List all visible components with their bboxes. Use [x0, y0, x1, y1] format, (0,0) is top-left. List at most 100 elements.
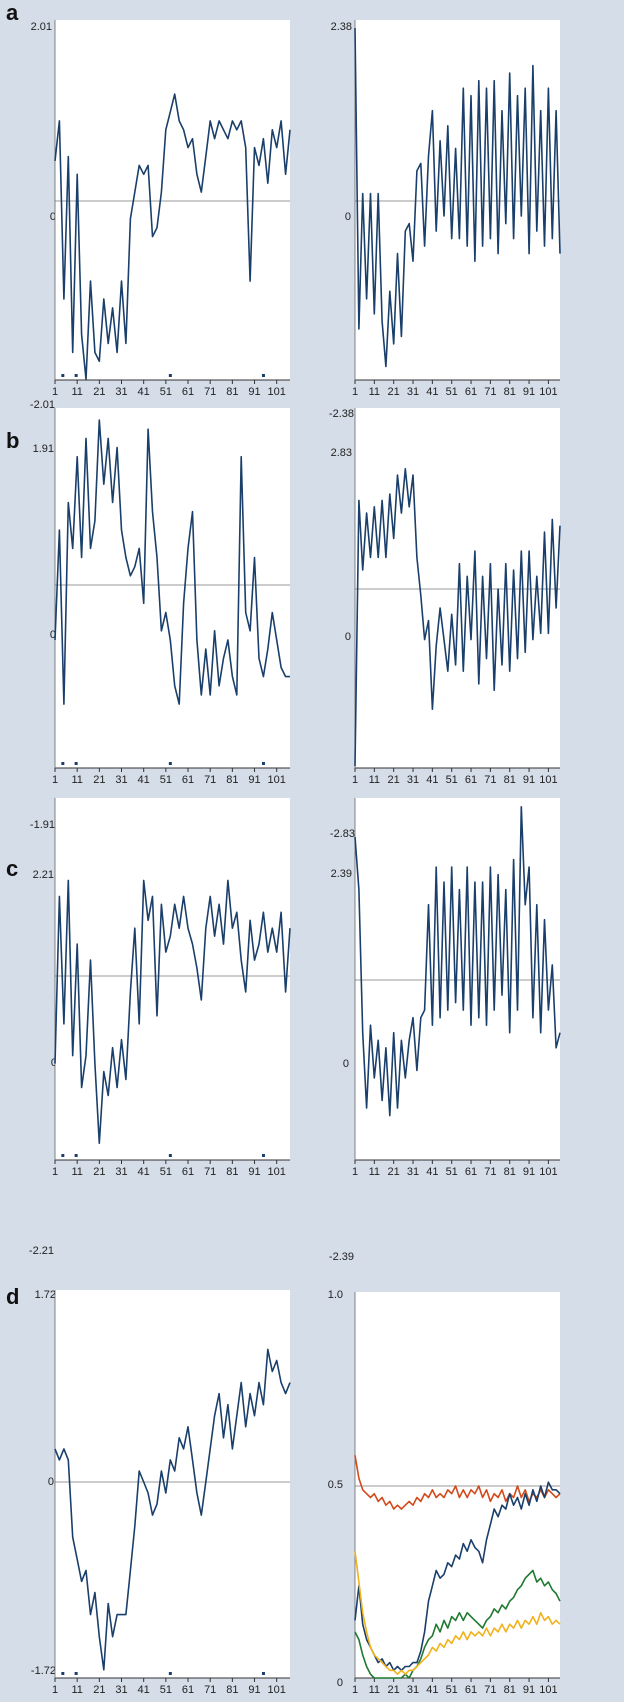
b-right-ymin-label: -2.83 — [330, 828, 355, 840]
d-right-x-tick-label-21: 21 — [388, 1684, 400, 1696]
c-right-x-tick-label-91: 91 — [523, 1166, 535, 1178]
a-left-ymin-label: -2.01 — [30, 399, 55, 411]
a-right-x-tick-label-31: 31 — [407, 386, 419, 398]
b-right-plot-area — [355, 408, 560, 768]
c-right-x-tick-label-81: 81 — [504, 1166, 516, 1178]
c-left-zero-label: 0 — [51, 1057, 57, 1069]
chart-d-right: 1 11 21 31 41 51 61 71 81 91 101 — [352, 1292, 561, 1696]
d-left-marker-3 — [261, 1672, 265, 1675]
panel-d-letter: d — [6, 1284, 19, 1309]
c-right-x-tick-label-1: 1 — [352, 1166, 358, 1178]
a-right-x-tick-label-101: 101 — [539, 386, 557, 398]
d-left-plot-area — [55, 1290, 290, 1678]
d-left-x-tick-label-71: 71 — [204, 1684, 216, 1696]
a-left-x-tick-label-61: 61 — [182, 386, 194, 398]
d-left-series-line-0 — [54, 1348, 291, 1671]
d-right-x-tick-label-11: 11 — [369, 1684, 380, 1696]
b-left-marker-3 — [261, 762, 265, 765]
a-right-x-tick-label-61: 61 — [465, 386, 477, 398]
b-right-x-tick-label-31: 31 — [407, 774, 419, 786]
c-left-x-tick-label-71: 71 — [204, 1166, 216, 1178]
b-left-series-line-0 — [54, 419, 290, 705]
c-left-x-tick-label-41: 41 — [138, 1166, 150, 1178]
b-left-x-tick-label-71: 71 — [204, 774, 216, 786]
c-left-series-line-0 — [54, 879, 291, 1144]
b-right-x-tick-label-101: 101 — [539, 774, 557, 786]
chart-b-right: 1 11 21 31 41 51 61 71 81 91 101 — [352, 408, 561, 786]
d-right-x-tick-label-91: 91 — [523, 1684, 535, 1696]
b-right-series-line-0 — [354, 468, 561, 767]
d-left-x-tick-label-41: 41 — [138, 1684, 150, 1696]
a-right-series-line-0 — [354, 27, 561, 368]
d-left-x-tick-label-81: 81 — [226, 1684, 238, 1696]
chart-a-left: 1 11 21 31 41 51 61 71 81 91 101 — [52, 20, 291, 398]
a-right-x-tick-label-1: 1 — [352, 386, 358, 398]
d-right-x-tick-label-81: 81 — [504, 1684, 516, 1696]
d-left-x-tick-label-21: 21 — [93, 1684, 105, 1696]
a-right-x-tick-label-11: 11 — [369, 386, 380, 398]
c-right-zero-label: 0 — [343, 1058, 349, 1070]
c-left-marker-1 — [74, 1154, 78, 1157]
chart-b-left: 1 11 21 31 41 51 61 71 81 91 101 — [52, 408, 290, 786]
a-right-x-tick-label-41: 41 — [426, 386, 438, 398]
d-right-x-tick-label-71: 71 — [484, 1684, 496, 1696]
a-right-x-tick-label-21: 21 — [388, 386, 400, 398]
c-right-ymin-label: -2.39 — [329, 1251, 354, 1263]
a-right-x-tick-label-71: 71 — [484, 386, 496, 398]
d-left-ymin-label: -1.72 — [31, 1665, 56, 1677]
b-left-x-tick-label-31: 31 — [115, 774, 127, 786]
plots-layer: 1 11 21 31 41 51 61 71 81 91 101 1 11 21 31 41 51 61 71 81 9… — [52, 20, 561, 1696]
chart-d-left: 1 11 21 31 41 51 61 71 81 91 101 — [52, 1290, 291, 1696]
b-right-x-tick-label-81: 81 — [504, 774, 516, 786]
b-right-zero-label: 0 — [345, 631, 351, 643]
d-left-x-tick-label-11: 11 — [71, 1684, 82, 1696]
c-right-x-tick-label-71: 71 — [484, 1166, 496, 1178]
a-left-x-tick-label-11: 11 — [71, 386, 82, 398]
c-right-ymax-label: 2.39 — [331, 868, 352, 880]
b-right-x-tick-label-61: 61 — [465, 774, 477, 786]
d-right-series-line-1 — [354, 1481, 561, 1672]
a-left-x-tick-label-41: 41 — [138, 386, 150, 398]
d-left-x-tick-label-31: 31 — [115, 1684, 127, 1696]
c-left-x-tick-label-61: 61 — [182, 1166, 194, 1178]
d-left-marker-2 — [168, 1672, 172, 1675]
d-right-x-tick-label-51: 51 — [446, 1684, 458, 1696]
d-left-x-tick-label-101: 101 — [268, 1684, 286, 1696]
d-right-x-tick-label-31: 31 — [407, 1684, 419, 1696]
d-left-x-tick-label-91: 91 — [248, 1684, 260, 1696]
a-left-series-line-0 — [54, 93, 291, 380]
c-left-ymax-label: 2.21 — [33, 869, 54, 881]
b-left-x-tick-label-21: 21 — [93, 774, 105, 786]
c-left-x-tick-label-21: 21 — [93, 1166, 105, 1178]
b-left-x-tick-label-101: 101 — [268, 774, 286, 786]
a-left-x-tick-label-31: 31 — [115, 386, 127, 398]
b-left-x-tick-label-51: 51 — [160, 774, 172, 786]
b-left-ymax-label: 1.91 — [33, 443, 54, 455]
d-left-ymax-label: 1.72 — [35, 1289, 56, 1301]
c-left-x-tick-label-31: 31 — [115, 1166, 127, 1178]
d-right-series-line-0 — [354, 1455, 561, 1510]
panel-a-letter: a — [6, 0, 19, 25]
a-left-marker-1 — [74, 374, 78, 377]
d-left-x-tick-label-51: 51 — [160, 1684, 172, 1696]
c-left-x-tick-label-91: 91 — [248, 1166, 260, 1178]
c-right-x-tick-label-21: 21 — [388, 1166, 400, 1178]
c-left-marker-2 — [168, 1154, 172, 1157]
b-right-ymax-label: 2.83 — [331, 447, 352, 459]
b-right-x-tick-label-11: 11 — [369, 774, 380, 786]
a-left-zero-label: 0 — [50, 211, 56, 223]
c-right-x-tick-label-41: 41 — [426, 1166, 438, 1178]
c-left-plot-area — [55, 798, 290, 1160]
c-right-plot-area — [355, 798, 560, 1160]
a-left-x-tick-label-101: 101 — [268, 386, 286, 398]
b-left-x-tick-label-11: 11 — [71, 774, 82, 786]
a-left-plot-area — [55, 20, 290, 380]
a-left-x-tick-label-21: 21 — [93, 386, 105, 398]
c-left-ymin-label: -2.21 — [29, 1245, 54, 1257]
b-left-marker-2 — [168, 762, 172, 765]
d-right-plot-area — [355, 1292, 560, 1678]
d-right-x-tick-label-1: 1 — [352, 1684, 358, 1696]
a-right-zero-label: 0 — [345, 211, 351, 223]
b-left-x-tick-label-91: 91 — [248, 774, 260, 786]
chart-c-left: 1 11 21 31 41 51 61 71 81 91 101 — [52, 798, 291, 1178]
